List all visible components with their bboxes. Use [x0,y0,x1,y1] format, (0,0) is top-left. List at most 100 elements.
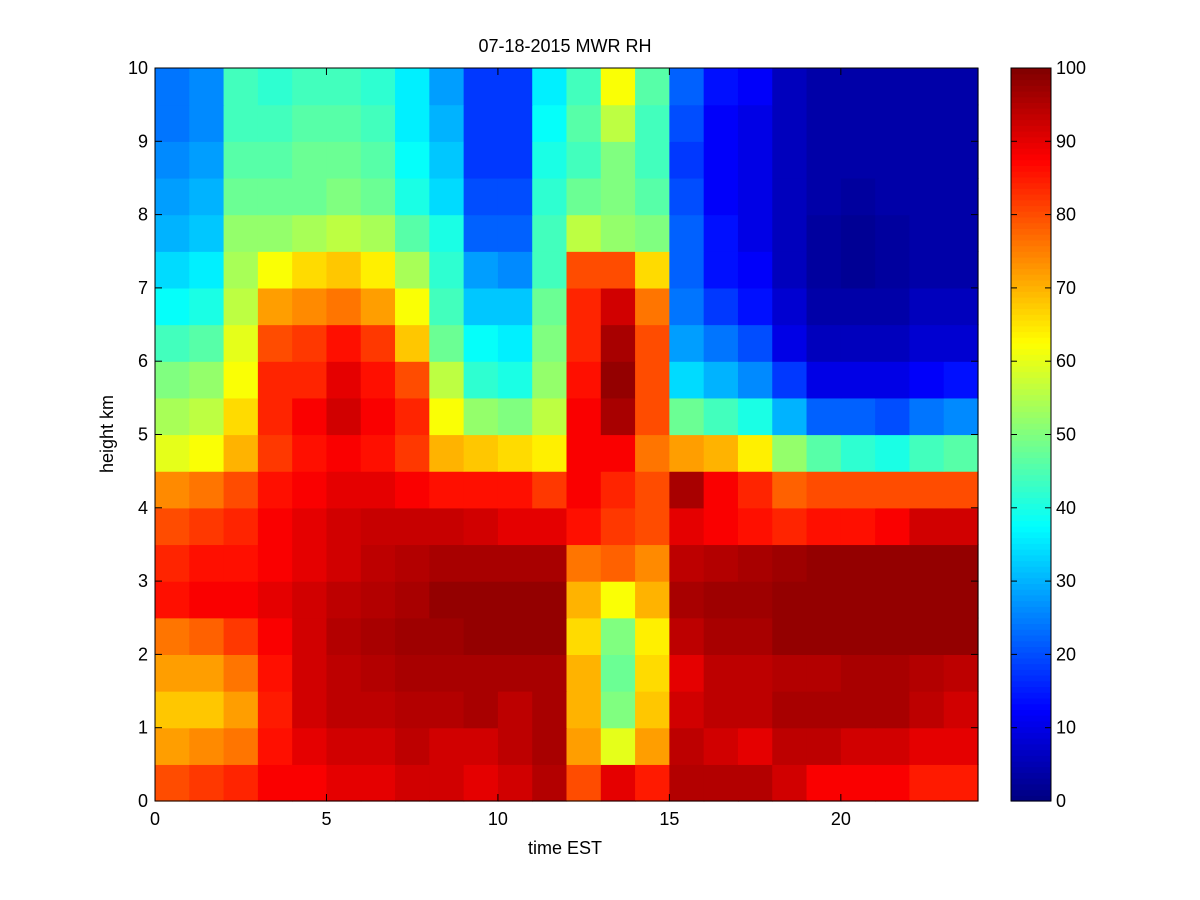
heatmap-cell [840,544,876,582]
heatmap-cell [600,544,636,582]
colorbar-segment [1011,589,1051,596]
heatmap-cell [703,104,739,142]
y-tick-label: 7 [138,278,148,298]
heatmap-cell [943,507,979,546]
heatmap-cell [189,691,225,729]
y-tick-label: 10 [128,58,148,78]
colorbar-segment [1011,148,1051,155]
heatmap-cell [326,214,362,252]
heatmap-cell [669,104,705,142]
heatmap-cell [772,581,808,619]
heatmap-cell [360,434,396,472]
heatmap-cell [360,727,396,765]
colorbar-tick-label: 70 [1056,278,1076,298]
heatmap-cell [155,177,190,216]
heatmap-cell [395,251,430,289]
heatmap-cell [600,287,636,326]
x-tick-label: 20 [831,809,851,829]
heatmap-cell [429,617,465,655]
colorbar-segment [1011,96,1051,103]
heatmap-cell [909,324,945,362]
heatmap-cell [189,654,225,692]
heatmap-cell [806,214,842,252]
heatmap-cell [703,691,739,729]
colorbar-segment [1011,732,1051,739]
heatmap-cell [395,177,430,216]
heatmap-cell [669,434,705,472]
colorbar-segment [1011,623,1051,630]
heatmap-cell [566,104,602,142]
heatmap-cell [257,287,293,326]
heatmap-cell [943,324,979,362]
heatmap-cell [155,324,190,362]
heatmap-cell [566,617,602,655]
heatmap-cell [635,141,670,179]
heatmap-cell [155,764,190,802]
heatmap-cell [360,544,396,582]
heatmap-cell [806,581,842,619]
y-axis: 0 1 2 3 4 5 6 7 8 9 10 [128,58,978,811]
heatmap-cell [326,507,362,546]
heatmap-cell [635,177,670,216]
colorbar-segment [1011,153,1051,161]
heatmap-cell [155,617,190,655]
heatmap-cell [532,397,568,436]
colorbar-segment [1011,222,1051,229]
colorbar-segment [1011,405,1051,413]
heatmap-cell [566,471,602,509]
heatmap-cell [292,544,328,582]
heatmap-cell [669,581,705,619]
heatmap-cell [635,471,670,509]
heatmap-cell [497,617,533,655]
colorbar-segment [1011,125,1051,132]
colorbar-segment [1011,497,1051,504]
heatmap-cell [909,141,945,179]
heatmap-cell [463,764,499,802]
y-axis-label: height km [97,395,117,473]
heatmap-cell [257,727,293,765]
colorbar-segment [1011,583,1051,590]
heatmap-cell [326,691,362,729]
heatmap-cell [875,727,911,765]
heatmap-cell [497,361,533,399]
heatmap-cell [737,177,773,216]
heatmap-cell [600,177,636,216]
colorbar-tick-label: 80 [1056,205,1076,225]
heatmap-cell [532,507,568,546]
colorbar-segment [1011,652,1051,659]
heatmap-cell [943,104,979,142]
colorbar-segment [1011,325,1051,333]
heatmap-cell [566,141,602,179]
heatmap-cell [669,361,705,399]
heatmap-cell [737,287,773,326]
heatmap-cell [943,727,979,765]
heatmap-cell [326,544,362,582]
colorbar-segment [1011,663,1051,670]
heatmap-cell [669,68,705,106]
heatmap-cell [189,397,225,436]
colorbar-segment [1011,789,1051,796]
colorbar-segment [1011,302,1051,310]
heatmap-cell [909,104,945,142]
heatmap-cell [909,397,945,436]
colorbar-segment [1011,400,1051,407]
heatmap-cell [463,727,499,765]
heatmap-cell [395,104,430,142]
heatmap-cell [223,507,259,546]
colorbar-segment [1011,617,1051,625]
heatmap-cell [875,471,911,509]
heatmap-cell [566,397,602,436]
heatmap-cell [326,471,362,509]
heatmap-cell [943,287,979,326]
heatmap-cell [635,544,670,582]
colorbar-segment [1011,394,1051,401]
heatmap-cell [189,141,225,179]
heatmap-cell [840,141,876,179]
colorbar-segment [1011,348,1051,355]
heatmap-cell [737,544,773,582]
heatmap-cell [429,654,465,692]
heatmap-cell [155,397,190,436]
heatmap-cell [463,68,499,106]
heatmap-cell [635,251,670,289]
heatmap-cell [566,691,602,729]
